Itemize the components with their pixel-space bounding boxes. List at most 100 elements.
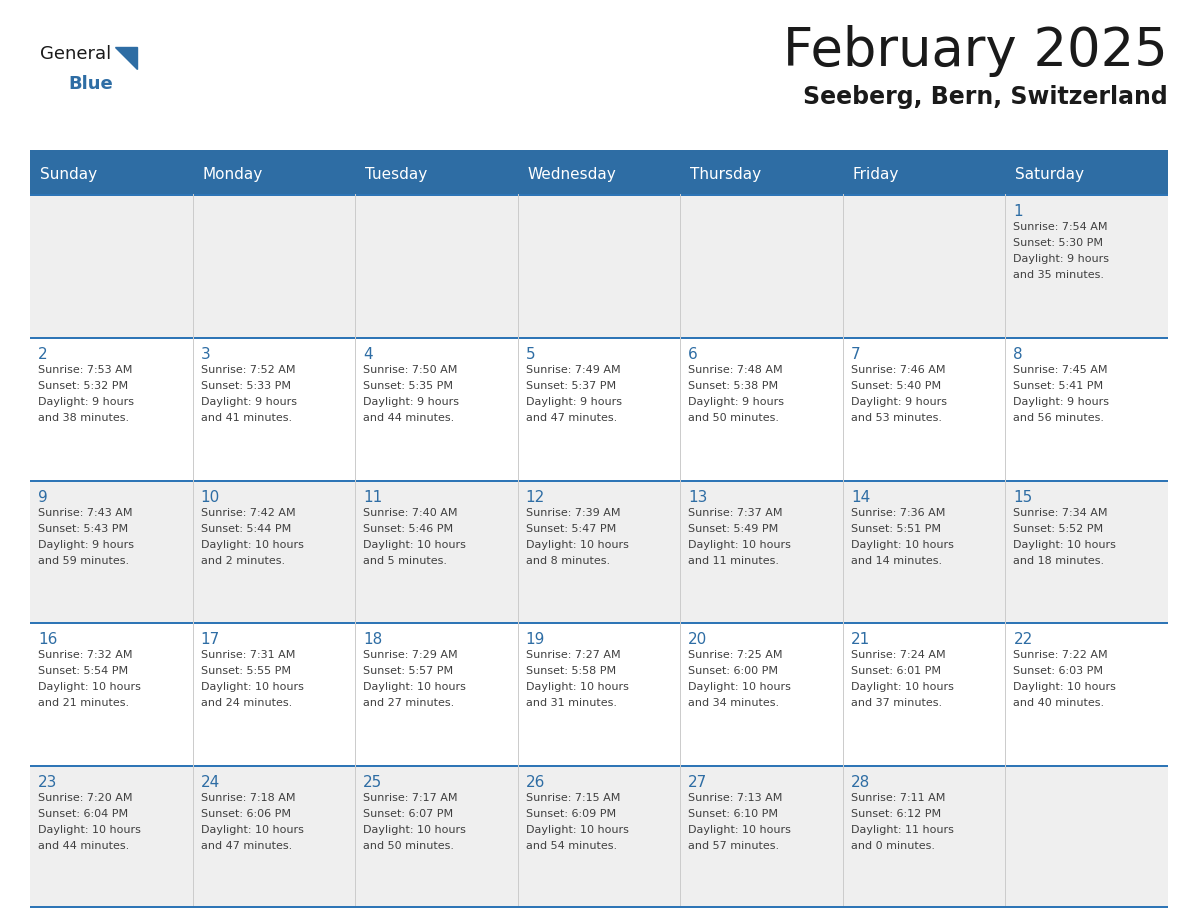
Text: Sunrise: 7:54 AM: Sunrise: 7:54 AM [1013,222,1108,232]
Text: Sunset: 5:33 PM: Sunset: 5:33 PM [201,381,291,391]
Text: Daylight: 10 hours: Daylight: 10 hours [688,825,791,835]
Text: Sunset: 6:12 PM: Sunset: 6:12 PM [851,809,941,819]
Text: Sunrise: 7:36 AM: Sunrise: 7:36 AM [851,508,946,518]
Bar [30,156,1168,194]
Text: 25: 25 [364,775,383,790]
Text: Sunset: 6:09 PM: Sunset: 6:09 PM [526,809,615,819]
Bar [30,766,1168,908]
Text: and 41 minutes.: and 41 minutes. [201,413,292,423]
Text: Daylight: 10 hours: Daylight: 10 hours [526,682,628,692]
Text: Sunrise: 7:31 AM: Sunrise: 7:31 AM [201,650,295,660]
Bar [30,150,1168,156]
Text: Sunset: 5:44 PM: Sunset: 5:44 PM [201,523,291,533]
Text: Daylight: 9 hours: Daylight: 9 hours [364,397,459,407]
Text: Sunset: 5:46 PM: Sunset: 5:46 PM [364,523,454,533]
Text: Daylight: 10 hours: Daylight: 10 hours [201,682,303,692]
Text: Sunset: 5:32 PM: Sunset: 5:32 PM [38,381,128,391]
Text: Sunset: 5:43 PM: Sunset: 5:43 PM [38,523,128,533]
Text: Sunset: 5:40 PM: Sunset: 5:40 PM [851,381,941,391]
Bar [30,337,1168,479]
Text: and 14 minutes.: and 14 minutes. [851,555,942,565]
Text: Daylight: 9 hours: Daylight: 9 hours [526,397,621,407]
Text: Daylight: 9 hours: Daylight: 9 hours [851,397,947,407]
Text: 1: 1 [1013,204,1023,219]
Text: Sunrise: 7:49 AM: Sunrise: 7:49 AM [526,364,620,375]
Text: Sunday: Sunday [40,167,97,183]
Text: 11: 11 [364,489,383,505]
Text: and 35 minutes.: and 35 minutes. [1013,270,1105,280]
Text: and 8 minutes.: and 8 minutes. [526,555,609,565]
Text: 17: 17 [201,633,220,647]
Text: Daylight: 10 hours: Daylight: 10 hours [851,682,954,692]
Text: 19: 19 [526,633,545,647]
Text: Sunset: 5:38 PM: Sunset: 5:38 PM [688,381,778,391]
Text: and 53 minutes.: and 53 minutes. [851,413,942,423]
Text: Daylight: 9 hours: Daylight: 9 hours [1013,397,1110,407]
Text: Daylight: 10 hours: Daylight: 10 hours [526,540,628,550]
Text: and 21 minutes.: and 21 minutes. [38,699,129,709]
Bar [30,337,1168,339]
Text: Sunrise: 7:13 AM: Sunrise: 7:13 AM [688,793,783,803]
Text: Daylight: 10 hours: Daylight: 10 hours [201,540,303,550]
Text: 2: 2 [38,347,48,362]
Text: 18: 18 [364,633,383,647]
Text: Sunset: 5:41 PM: Sunset: 5:41 PM [1013,381,1104,391]
Bar [30,622,1168,766]
Text: Sunrise: 7:20 AM: Sunrise: 7:20 AM [38,793,133,803]
Text: and 31 minutes.: and 31 minutes. [526,699,617,709]
Text: and 38 minutes.: and 38 minutes. [38,413,129,423]
Text: Daylight: 9 hours: Daylight: 9 hours [38,397,134,407]
Text: Daylight: 11 hours: Daylight: 11 hours [851,825,954,835]
Text: Sunset: 5:49 PM: Sunset: 5:49 PM [688,523,778,533]
Polygon shape [115,47,137,69]
Bar [30,479,1168,482]
Text: Sunrise: 7:48 AM: Sunrise: 7:48 AM [688,364,783,375]
Text: 16: 16 [38,633,57,647]
Text: 5: 5 [526,347,536,362]
Text: 15: 15 [1013,489,1032,505]
Text: 6: 6 [688,347,699,362]
Text: Sunrise: 7:37 AM: Sunrise: 7:37 AM [688,508,783,518]
Text: Sunset: 5:58 PM: Sunset: 5:58 PM [526,666,615,677]
Text: Sunrise: 7:43 AM: Sunrise: 7:43 AM [38,508,133,518]
Bar [30,479,1168,622]
Text: Sunset: 5:52 PM: Sunset: 5:52 PM [1013,523,1104,533]
Text: 24: 24 [201,775,220,790]
Text: Daylight: 9 hours: Daylight: 9 hours [201,397,297,407]
Text: and 34 minutes.: and 34 minutes. [688,699,779,709]
Text: Sunset: 6:06 PM: Sunset: 6:06 PM [201,809,291,819]
Bar [30,194,1168,196]
Text: Seeberg, Bern, Switzerland: Seeberg, Bern, Switzerland [803,85,1168,109]
Text: Sunset: 5:57 PM: Sunset: 5:57 PM [364,666,454,677]
Text: Sunrise: 7:34 AM: Sunrise: 7:34 AM [1013,508,1108,518]
Text: Sunset: 5:37 PM: Sunset: 5:37 PM [526,381,615,391]
Text: and 57 minutes.: and 57 minutes. [688,841,779,851]
Text: Daylight: 10 hours: Daylight: 10 hours [201,825,303,835]
Text: Sunset: 6:00 PM: Sunset: 6:00 PM [688,666,778,677]
Text: Daylight: 10 hours: Daylight: 10 hours [364,540,466,550]
Text: Sunrise: 7:32 AM: Sunrise: 7:32 AM [38,650,133,660]
Text: 27: 27 [688,775,708,790]
Text: Sunrise: 7:40 AM: Sunrise: 7:40 AM [364,508,457,518]
Text: and 11 minutes.: and 11 minutes. [688,555,779,565]
Text: Daylight: 9 hours: Daylight: 9 hours [38,540,134,550]
Text: and 0 minutes.: and 0 minutes. [851,841,935,851]
Text: Daylight: 9 hours: Daylight: 9 hours [688,397,784,407]
Text: 4: 4 [364,347,373,362]
Text: Saturday: Saturday [1016,167,1085,183]
Text: 21: 21 [851,633,870,647]
Text: and 27 minutes.: and 27 minutes. [364,699,454,709]
Text: and 54 minutes.: and 54 minutes. [526,841,617,851]
Text: 26: 26 [526,775,545,790]
Text: and 44 minutes.: and 44 minutes. [364,413,454,423]
Text: Sunrise: 7:22 AM: Sunrise: 7:22 AM [1013,650,1108,660]
Text: Sunset: 6:03 PM: Sunset: 6:03 PM [1013,666,1104,677]
Text: February 2025: February 2025 [783,25,1168,77]
Text: Sunrise: 7:17 AM: Sunrise: 7:17 AM [364,793,457,803]
Text: Sunset: 5:55 PM: Sunset: 5:55 PM [201,666,291,677]
Text: Daylight: 10 hours: Daylight: 10 hours [688,540,791,550]
Text: 10: 10 [201,489,220,505]
Text: Sunrise: 7:53 AM: Sunrise: 7:53 AM [38,364,132,375]
Text: 14: 14 [851,489,870,505]
Text: 28: 28 [851,775,870,790]
